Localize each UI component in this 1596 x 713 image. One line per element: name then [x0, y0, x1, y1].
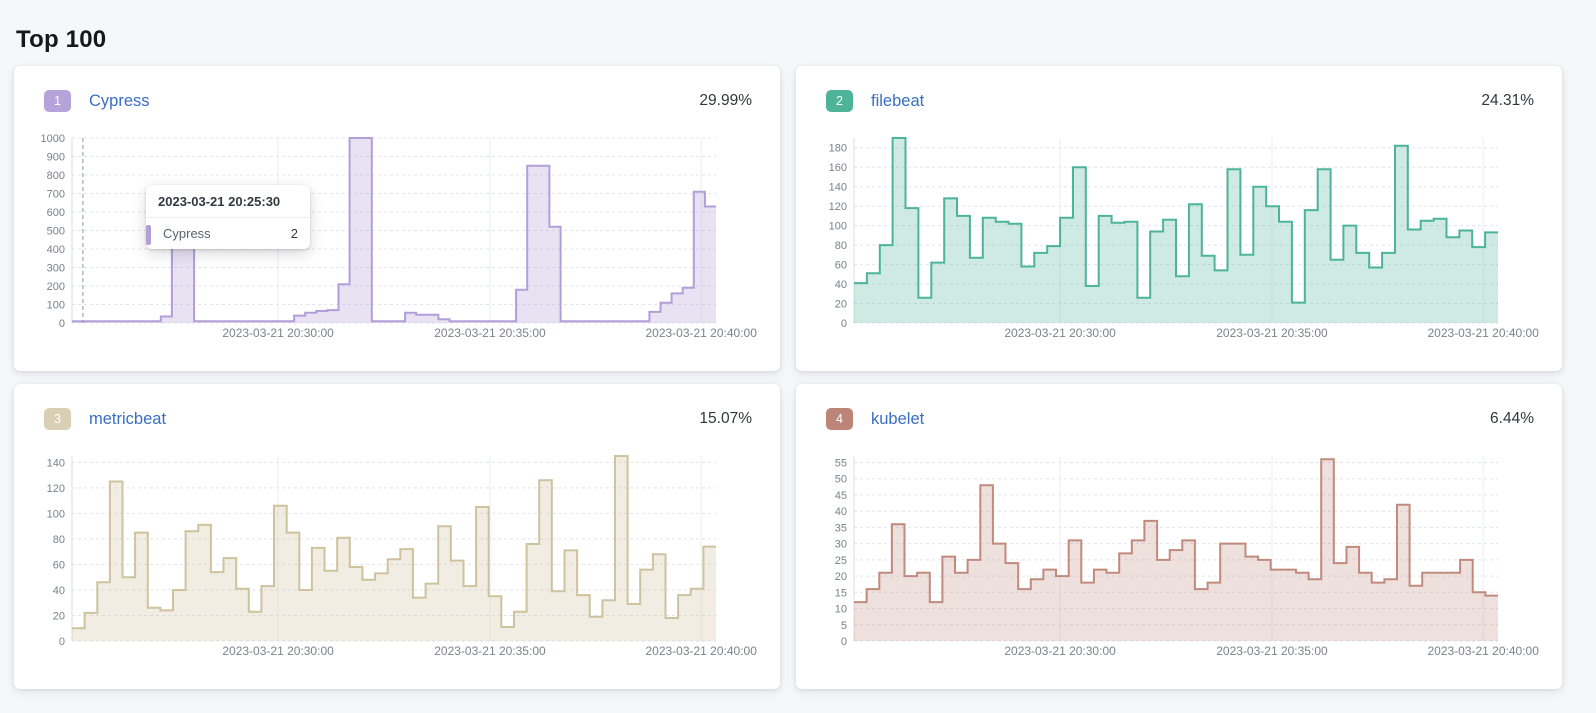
svg-text:140: 140 [47, 457, 65, 469]
series-link-kubelet[interactable]: kubelet [871, 409, 925, 428]
svg-text:100: 100 [829, 221, 847, 233]
x-axis-labels: 2023-03-21 20:30:00 2023-03-21 20:35:00 20… [24, 644, 772, 660]
chart-card-filebeat: 2 filebeat 24.31% 0 20 40 60 80 100 120 140 160 1… [796, 66, 1562, 371]
svg-text:100: 100 [47, 508, 65, 520]
chart-filebeat[interactable]: 0 20 40 60 80 100 120 140 160 180 2023-03-21 20:3… [806, 130, 1554, 362]
svg-text:300: 300 [47, 263, 65, 275]
percent-value: 24.31% [1481, 92, 1534, 109]
x-axis-label: 2023-03-21 20:40:00 [645, 326, 757, 340]
chart-canvas: 0 20 40 60 80 100 120 140 [47, 455, 716, 646]
svg-text:60: 60 [53, 559, 65, 571]
x-axis-label: 2023-03-21 20:40:00 [645, 644, 757, 658]
chart-card-kubelet: 4 kubelet 6.44% 0 5 10 15 20 25 30 35 40 45 50 55 2… [796, 384, 1562, 689]
percent-value: 29.99% [699, 92, 752, 109]
svg-text:600: 600 [47, 207, 65, 219]
svg-text:20: 20 [835, 571, 847, 583]
svg-text:180: 180 [829, 143, 847, 155]
chart-canvas: 0 100 200 300 400 500 600 700 800 900 1000 [41, 133, 716, 328]
x-axis-label: 2023-03-21 20:30:00 [1004, 644, 1116, 658]
svg-text:30: 30 [835, 539, 847, 551]
svg-text:120: 120 [47, 483, 65, 495]
svg-text:0: 0 [59, 636, 65, 646]
svg-text:10: 10 [835, 604, 847, 616]
x-axis-label: 2023-03-21 20:40:00 [1427, 326, 1539, 340]
x-axis-labels: 2023-03-21 20:30:00 2023-03-21 20:35:00 20… [806, 326, 1554, 342]
svg-text:80: 80 [835, 240, 847, 252]
svg-text:400: 400 [47, 244, 65, 256]
svg-text:60: 60 [835, 260, 847, 272]
x-axis-label: 2023-03-21 20:40:00 [1427, 644, 1539, 658]
svg-text:80: 80 [53, 534, 65, 546]
x-axis-label: 2023-03-21 20:35:00 [1216, 644, 1328, 658]
page-title: Top 100 [16, 26, 107, 54]
svg-text:25: 25 [835, 555, 847, 567]
percent-value: 6.44% [1490, 410, 1534, 427]
tooltip-row: Cypress 2 [146, 218, 310, 245]
svg-text:0: 0 [841, 636, 847, 646]
series-link-metricbeat[interactable]: metricbeat [89, 409, 167, 428]
svg-text:15: 15 [835, 587, 847, 599]
percent-value: 15.07% [699, 410, 752, 427]
rank-badge: 2 [826, 90, 853, 112]
svg-text:160: 160 [829, 162, 847, 174]
rank-badge: 1 [44, 90, 71, 112]
series-link-cypress[interactable]: Cypress [89, 91, 150, 110]
x-axis-label: 2023-03-21 20:30:00 [1004, 326, 1116, 340]
svg-text:200: 200 [47, 281, 65, 293]
series-link-filebeat[interactable]: filebeat [871, 91, 925, 110]
svg-text:55: 55 [835, 458, 847, 470]
svg-text:0: 0 [841, 318, 847, 328]
chart-canvas: 0 20 40 60 80 100 120 140 160 180 [829, 137, 1498, 328]
x-axis-label: 2023-03-21 20:35:00 [434, 326, 546, 340]
chart-metricbeat[interactable]: 0 20 40 60 80 100 120 140 2023-03-21 20:30:00 20… [24, 448, 772, 680]
chart-kubelet[interactable]: 0 5 10 15 20 25 30 35 40 45 50 55 2023-03-21 20:30:… [806, 448, 1554, 680]
card-header: 2 filebeat 24.31% [826, 88, 1534, 114]
x-axis-label: 2023-03-21 20:35:00 [1216, 326, 1328, 340]
svg-text:120: 120 [829, 201, 847, 213]
svg-text:0: 0 [59, 318, 65, 328]
svg-text:50: 50 [835, 474, 847, 486]
svg-text:5: 5 [841, 620, 847, 632]
x-axis-label: 2023-03-21 20:30:00 [222, 326, 334, 340]
tooltip-series-name: Cypress [163, 226, 211, 241]
svg-text:800: 800 [47, 170, 65, 182]
chart-cypress[interactable]: 0 100 200 300 400 500 600 700 800 900 1000 2023-03… [24, 130, 772, 362]
svg-text:35: 35 [835, 522, 847, 534]
svg-text:45: 45 [835, 490, 847, 502]
card-header: 3 metricbeat 15.07% [44, 406, 752, 432]
svg-text:100: 100 [47, 300, 65, 312]
svg-text:40: 40 [53, 585, 65, 597]
x-axis-label: 2023-03-21 20:35:00 [434, 644, 546, 658]
chart-tooltip: 2023-03-21 20:25:30 Cypress 2 [146, 185, 310, 249]
series-color-swatch [146, 225, 151, 245]
svg-text:40: 40 [835, 506, 847, 518]
svg-text:900: 900 [47, 152, 65, 164]
chart-canvas: 0 5 10 15 20 25 30 35 40 45 50 55 [835, 456, 1498, 646]
rank-badge: 3 [44, 408, 71, 430]
rank-badge: 4 [826, 408, 853, 430]
tooltip-value: 2 [290, 226, 298, 241]
chart-card-metricbeat: 3 metricbeat 15.07% 0 20 40 60 80 100 120 140 2… [14, 384, 780, 689]
svg-text:500: 500 [47, 226, 65, 238]
card-header: 4 kubelet 6.44% [826, 406, 1534, 432]
x-axis-label: 2023-03-21 20:30:00 [222, 644, 334, 658]
svg-text:700: 700 [47, 189, 65, 201]
svg-text:140: 140 [829, 182, 847, 194]
svg-text:20: 20 [835, 299, 847, 311]
x-axis-labels: 2023-03-21 20:30:00 2023-03-21 20:35:00 20… [806, 644, 1554, 660]
svg-text:40: 40 [835, 279, 847, 291]
x-axis-labels: 2023-03-21 20:30:00 2023-03-21 20:35:00 20… [24, 326, 772, 342]
tooltip-timestamp: 2023-03-21 20:25:30 [146, 191, 310, 218]
svg-text:1000: 1000 [41, 133, 65, 145]
chart-card-cypress: 1 Cypress 29.99% 0 100 200 300 400 500 600 700 8… [14, 66, 780, 371]
svg-text:20: 20 [53, 611, 65, 623]
card-header: 1 Cypress 29.99% [44, 88, 752, 114]
